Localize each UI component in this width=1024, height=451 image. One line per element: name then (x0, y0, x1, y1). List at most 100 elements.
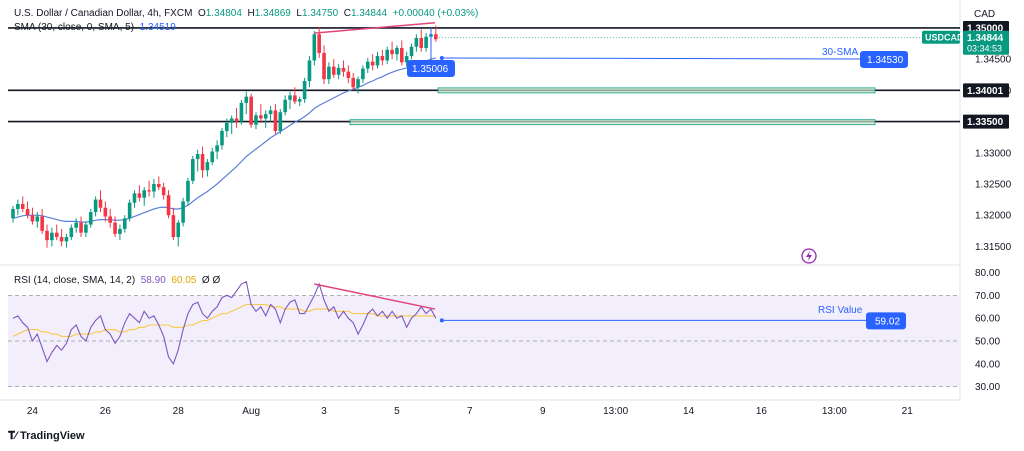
candle (191, 155, 195, 184)
candle-body (239, 102, 244, 122)
candle-body (395, 47, 399, 55)
candle-body (191, 159, 195, 181)
candle-body (317, 34, 321, 53)
candle-body (346, 71, 351, 78)
high-value: 1.34869 (254, 8, 291, 19)
candle (229, 115, 234, 135)
candle (312, 31, 317, 66)
candle-body (356, 79, 360, 88)
candle-body (380, 56, 385, 61)
candle-body (161, 187, 166, 196)
candle-body (122, 218, 127, 229)
candle (122, 215, 127, 233)
rsi-label: RSI (14, close, SMA, 14, 2) (14, 275, 136, 286)
candle (361, 65, 365, 83)
candle-body (268, 110, 273, 115)
candle (273, 104, 278, 135)
candle-body (254, 115, 258, 125)
candle-body (365, 61, 370, 69)
candle-body (336, 67, 341, 75)
last-price-tag (963, 30, 1009, 55)
candle (103, 201, 108, 222)
candle (69, 224, 74, 241)
candle-body (157, 183, 161, 188)
candle-body (142, 190, 147, 198)
candle-body (69, 227, 74, 238)
candle (88, 208, 93, 228)
candle (419, 29, 424, 52)
candle (147, 180, 151, 197)
candle (74, 218, 78, 233)
candle-body (234, 118, 239, 122)
candle-body (249, 96, 253, 125)
sma-legend[interactable]: SMA (30, close, 0, SMA, 5) 1.34519 (14, 22, 176, 33)
candle (307, 56, 312, 88)
candle (84, 221, 88, 238)
rsi-legend[interactable]: RSI (14, close, SMA, 14, 2) 58.90 60.05 … (14, 275, 220, 286)
candle-body (181, 201, 185, 223)
candle (259, 104, 263, 123)
high-callout-box (407, 60, 455, 77)
candle (127, 199, 132, 222)
candle-body (118, 228, 122, 234)
candle (434, 25, 438, 42)
time-tick-label: 3 (321, 406, 327, 417)
tv-logo-icon: 𝐓∕ (8, 430, 20, 442)
candle-body (361, 68, 365, 80)
time-tick-label: 5 (394, 406, 400, 417)
candle-body (79, 222, 83, 233)
time-tick-label: 9 (540, 406, 546, 417)
candle (132, 190, 137, 208)
time-tick-label: 26 (100, 406, 112, 417)
lightning-glyph (806, 251, 812, 261)
candle (64, 233, 69, 248)
candle-body (113, 222, 117, 234)
key-level-tag-label: 1.35000 (967, 23, 1004, 34)
candle-body (414, 37, 419, 47)
change-value: +0.00040 (+0.03%) (392, 8, 479, 19)
candle-body (166, 195, 171, 216)
candle (239, 99, 244, 125)
candle (283, 95, 287, 116)
rsi-extra: Ø Ø (201, 275, 221, 286)
candle (30, 207, 35, 225)
close-value: 1.34844 (350, 8, 388, 19)
candle-body (229, 118, 234, 123)
candle-body (25, 208, 30, 216)
candle (79, 216, 83, 238)
support-zone (437, 87, 876, 94)
price-header: U.S. Dollar / Canadian Dollar, 4h, FXCM … (14, 8, 479, 19)
candle-body (307, 60, 312, 82)
tradingview-logo[interactable]: 𝐓∕ TradingView (8, 430, 85, 443)
candle-body (322, 52, 326, 80)
candle-body (20, 203, 25, 209)
candle-body (137, 193, 142, 198)
candle-body (297, 99, 302, 102)
time-tick-label: 21 (902, 406, 914, 417)
countdown-label: 03:34:53 (967, 44, 1002, 54)
candle-body (312, 34, 317, 61)
candle-body (351, 77, 355, 88)
time-tick-label: 16 (756, 406, 768, 417)
last-price-label: 1.34844 (967, 33, 1004, 44)
rsi-tick-label: 80.00 (975, 268, 1000, 279)
candle-body (293, 95, 297, 102)
rsi-callout-label: 59.02 (875, 316, 900, 327)
candle-body (278, 112, 283, 131)
key-level-tag-label: 1.34001 (967, 86, 1004, 97)
sma-value: 1.34519 (139, 22, 176, 33)
candle (293, 87, 297, 105)
candle (166, 190, 171, 219)
candle-body (210, 151, 215, 163)
rsi-line (12, 280, 437, 365)
candle (356, 76, 360, 94)
candle (385, 46, 390, 65)
sma-30-line (12, 57, 436, 223)
candle (200, 146, 205, 178)
candle (195, 149, 200, 172)
candle-body (370, 61, 375, 66)
candle-body (327, 66, 331, 80)
candle-body (186, 180, 190, 202)
candle (205, 159, 210, 177)
